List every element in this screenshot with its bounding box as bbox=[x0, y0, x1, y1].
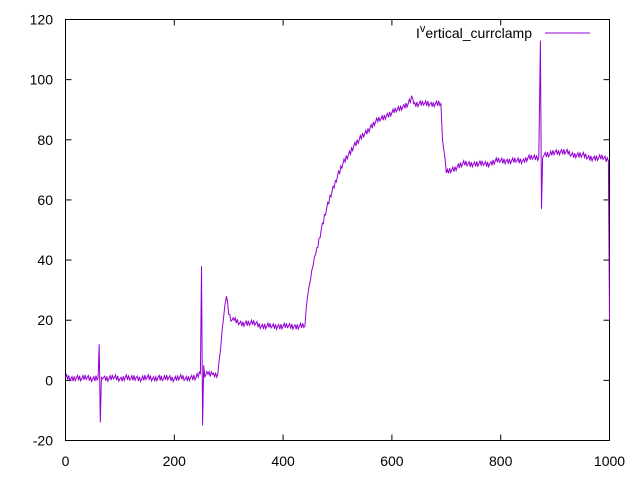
x-tick-label: 1000 bbox=[594, 453, 625, 469]
y-tick-label: 40 bbox=[37, 252, 53, 268]
series-line bbox=[65, 40, 610, 426]
legend-label: Ivertical_currclamp bbox=[416, 23, 532, 41]
y-tick-label: 100 bbox=[30, 72, 54, 88]
x-tick-label: 0 bbox=[62, 453, 70, 469]
x-tick-label: 200 bbox=[163, 453, 187, 469]
y-tick-label: 80 bbox=[37, 132, 53, 148]
x-tick-label: 400 bbox=[271, 453, 295, 469]
y-tick-label: 20 bbox=[37, 312, 53, 328]
plot-frame bbox=[65, 19, 610, 441]
legend-label-main: I bbox=[416, 25, 420, 41]
x-tick-label: 800 bbox=[489, 453, 513, 469]
y-tick-label: -20 bbox=[33, 433, 53, 449]
tick-labels: 0 200 400 600 800 1000 -20 0 20 40 60 80 100 120 bbox=[30, 12, 626, 470]
legend-label-rest: ertical_currclamp bbox=[425, 25, 532, 41]
axis-ticks bbox=[65, 19, 610, 441]
y-tick-label: 60 bbox=[37, 192, 53, 208]
legend-label-sup: v bbox=[420, 23, 426, 35]
y-tick-label: 120 bbox=[30, 12, 54, 28]
x-tick-label: 600 bbox=[380, 453, 404, 469]
legend: Ivertical_currclamp bbox=[416, 23, 590, 41]
y-tick-label: 0 bbox=[45, 372, 53, 388]
